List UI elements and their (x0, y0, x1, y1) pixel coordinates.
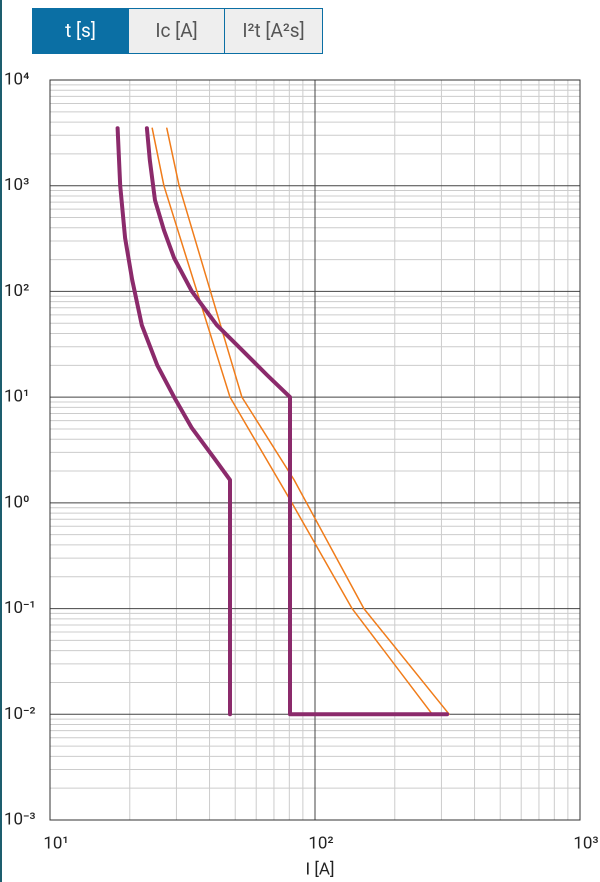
curve (166, 127, 450, 716)
y-tick-label: 10¹ (4, 387, 29, 407)
x-tick-label: 10³ (573, 833, 598, 853)
x-tick-label: 10² (308, 833, 333, 853)
x-tick-label: 10¹ (43, 833, 68, 853)
y-tick-label: 10⁻¹ (4, 598, 36, 618)
y-tick-label: 10⁴ (4, 69, 29, 89)
tab-bar: t [s] Ic [A] I²t [A²s] (32, 8, 323, 54)
y-tick-label: 10⁰ (4, 492, 29, 512)
plot-frame (49, 79, 581, 821)
tab[interactable]: Ic [A] (128, 9, 224, 53)
y-tick-label: 10⁻³ (4, 809, 36, 829)
x-axis-label: I [A] (306, 859, 335, 879)
y-tick-label: 10³ (4, 175, 29, 195)
curve (151, 127, 434, 716)
curve (115, 126, 232, 717)
curve (144, 126, 450, 717)
tab[interactable]: I²t [A²s] (224, 9, 322, 53)
y-tick-label: 10⁻² (4, 704, 36, 724)
tab[interactable]: t [s] (33, 9, 128, 53)
y-tick-label: 10² (4, 281, 29, 301)
